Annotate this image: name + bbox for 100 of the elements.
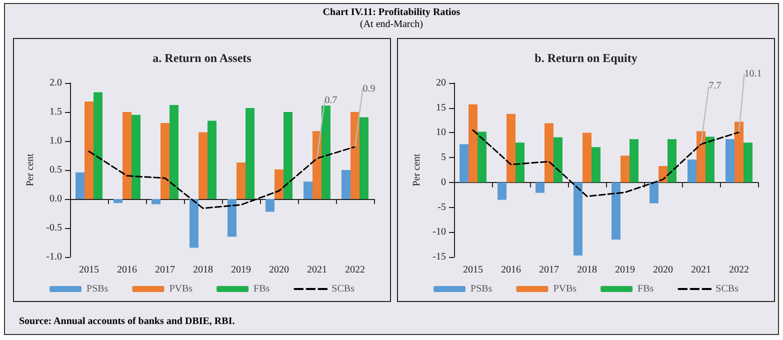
bar (706, 136, 714, 182)
y-tick-label: 0 (441, 176, 446, 188)
legend-label: FBs (638, 284, 654, 294)
x-tick-label: 2018 (577, 264, 597, 276)
text: Chart IV.11: Profitability Ratios (322, 7, 462, 19)
y-axis-title: Per cent (24, 154, 36, 186)
bar (94, 92, 102, 199)
y-tick-label: 15 (436, 102, 446, 114)
x-tick-label: 2019 (231, 264, 251, 276)
y-tick-label: -10 (432, 226, 446, 238)
bar (612, 182, 620, 240)
y-tick-label: -1.0 (46, 252, 62, 262)
legend-label: SCBs (716, 284, 739, 294)
y-tick-label: -0.5 (46, 222, 62, 234)
y-tick-label: 1.5 (50, 106, 62, 118)
bar (650, 182, 658, 204)
bar (744, 142, 752, 182)
bar (498, 182, 506, 200)
bar (304, 182, 312, 199)
y-tick-label: 5 (441, 152, 446, 164)
legend-label: SCBs (332, 284, 355, 294)
line-series (88, 146, 356, 210)
y-tick-label: 0.0 (50, 194, 62, 204)
bar (620, 156, 630, 182)
bar (342, 170, 350, 199)
bar (506, 114, 516, 182)
legend-label: FBs (254, 284, 270, 294)
y-tick-label: -5 (438, 202, 446, 213)
x-tick-label: 2016 (501, 264, 521, 276)
x-tick-label: 2015 (79, 264, 99, 276)
source-note: Source: Annual accounts of banks and DBIE, RBI. (19, 316, 235, 327)
bar (322, 106, 330, 199)
bar (84, 102, 94, 199)
x-tick-label: 2017 (539, 264, 559, 276)
x-tick-label: 2021 (691, 264, 711, 276)
x-tick-label: 2018 (193, 264, 213, 276)
bar (198, 132, 208, 199)
annotation: 0.9 (362, 83, 376, 94)
bar (132, 114, 140, 199)
annotation: 10.1 (744, 68, 762, 80)
bar (228, 199, 236, 237)
bar (726, 139, 734, 182)
y-tick-label: 10 (436, 127, 446, 138)
bar (152, 199, 160, 204)
bar (478, 132, 486, 182)
bar (734, 122, 744, 182)
x-tick-label: 2021 (307, 264, 327, 276)
chart-title: a. Return on Assets (152, 51, 252, 65)
x-tick-label: 2020 (653, 264, 673, 276)
bar (658, 166, 668, 182)
chart-title: b. Return on Equity (534, 51, 638, 65)
bar (554, 137, 562, 182)
x-tick-label: 2022 (729, 264, 749, 276)
bar (350, 112, 360, 199)
bar (360, 117, 368, 199)
legend-label: PSBs (86, 284, 108, 294)
bar (170, 105, 178, 199)
x-tick-label: 2022 (345, 264, 365, 276)
bar (696, 131, 706, 182)
line-series (472, 129, 740, 198)
bar (544, 123, 554, 182)
bar (516, 142, 524, 182)
bar (468, 104, 478, 182)
x-tick-label: 2015 (463, 264, 483, 276)
bar (460, 144, 468, 182)
bar (274, 169, 284, 199)
bar (246, 108, 254, 199)
y-axis-title: Per cent (411, 154, 422, 186)
y-tick-label: -15 (432, 252, 446, 262)
bar (312, 131, 322, 199)
bar (668, 139, 676, 182)
legend-label: PSBs (470, 284, 492, 294)
x-tick-label: 2019 (615, 264, 635, 276)
bar (582, 132, 592, 182)
bar (76, 172, 84, 199)
bar (114, 199, 122, 204)
annotation: 0.7 (324, 94, 338, 106)
x-tick-label: 2017 (155, 264, 175, 276)
bar (536, 182, 544, 193)
bar (688, 160, 696, 182)
bar (592, 147, 600, 182)
y-tick-label: 2.0 (50, 78, 62, 88)
bar (574, 182, 582, 256)
bar (284, 112, 292, 199)
legend-label: PVBs (553, 284, 577, 294)
text: (At end-March) (358, 19, 424, 31)
x-tick-label: 2016 (117, 264, 137, 276)
x-tick-label: 2020 (269, 264, 289, 276)
annotation: 7.7 (708, 80, 722, 92)
bar (630, 139, 638, 182)
bar (208, 120, 216, 199)
y-tick-label: 20 (436, 78, 446, 88)
bar (266, 199, 274, 212)
legend-label: PVBs (169, 284, 193, 294)
bar (190, 199, 198, 248)
bar (236, 162, 246, 199)
bar (160, 123, 170, 199)
y-tick-label: 1.0 (50, 136, 62, 146)
y-tick-label: 0.5 (50, 164, 62, 176)
bar (122, 112, 132, 199)
